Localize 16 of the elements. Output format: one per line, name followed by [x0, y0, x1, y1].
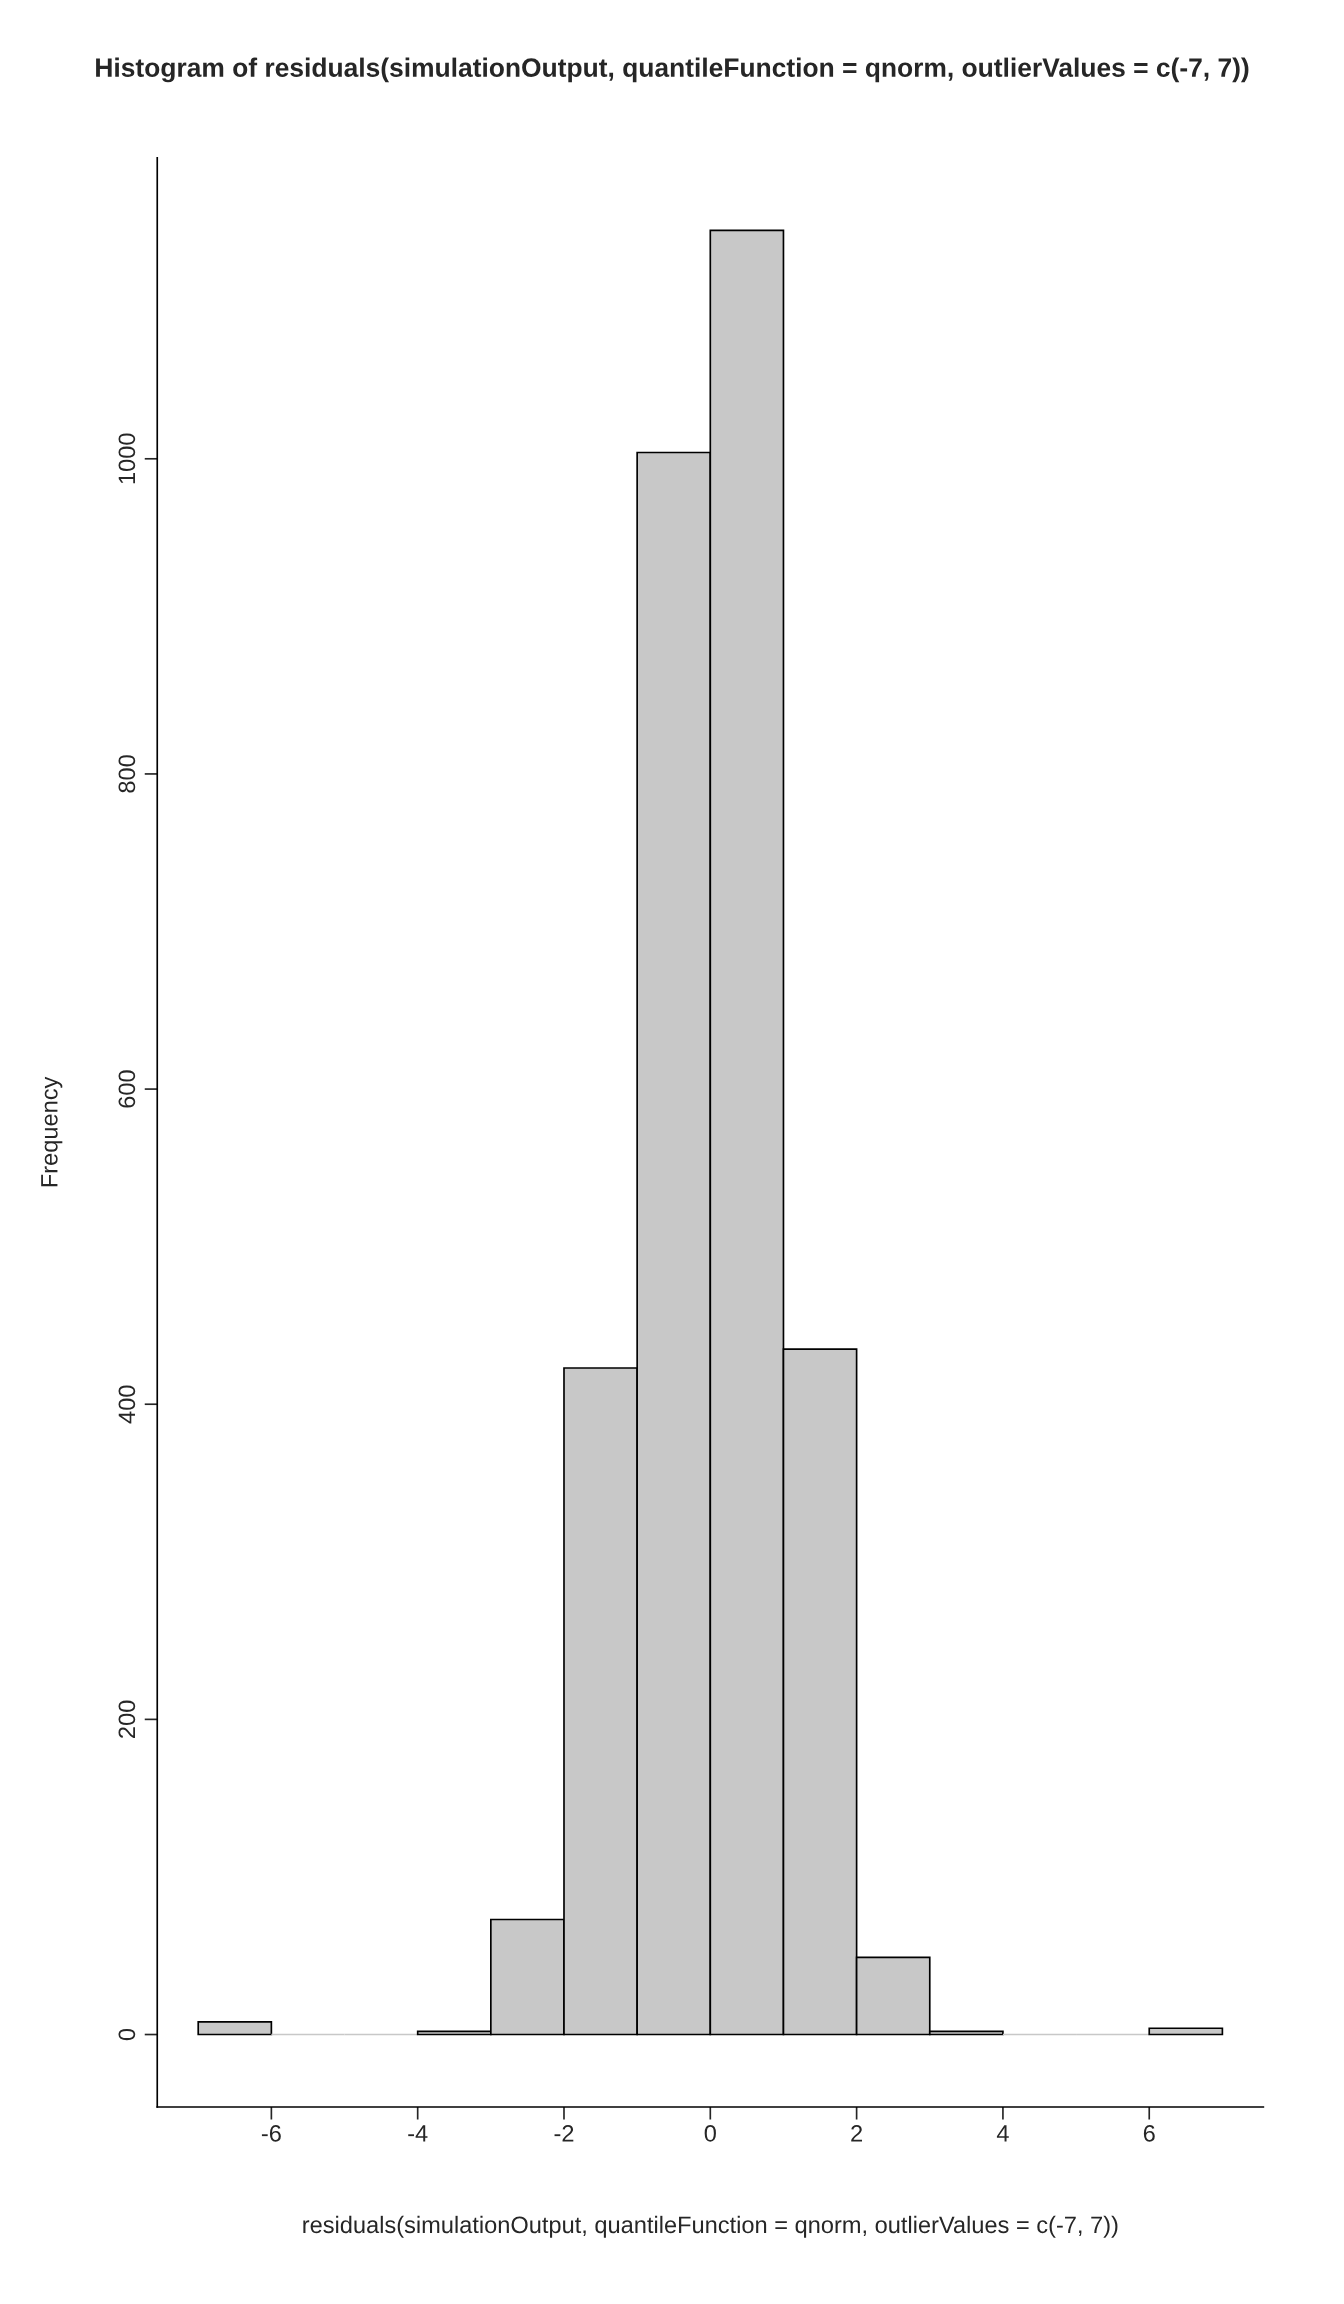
- y-axis-title: Frequency: [41, 1076, 63, 1187]
- y-tick-label: 400: [118, 1385, 136, 1424]
- x-axis-title: residuals(simulationOutput, quantileFunction = qnorm, outlierValues = c(-7, 7)): [303, 2215, 1118, 2238]
- y-tick-label: 1000: [118, 433, 136, 484]
- x-tick-label: 0: [704, 2124, 716, 2142]
- x-tick-label: -4: [408, 2125, 428, 2142]
- y-tick-label: 0: [118, 2028, 136, 2041]
- x-tick-label: 4: [996, 2125, 1009, 2142]
- y-tick-label: 800: [118, 755, 136, 793]
- x-tick-label: 6: [1143, 2124, 1155, 2142]
- x-tick-label: 2: [851, 2124, 862, 2142]
- x-tick-label: -2: [554, 2124, 574, 2142]
- chart-title: Histogram of residuals(simulationOutput, quantileFunction = qnorm, outlierValues = c(-7, 7)): [96, 57, 1249, 83]
- y-tick-label: 600: [118, 1070, 136, 1108]
- y-tick-label: 200: [118, 1700, 136, 1738]
- x-tick-label: -6: [261, 2124, 281, 2142]
